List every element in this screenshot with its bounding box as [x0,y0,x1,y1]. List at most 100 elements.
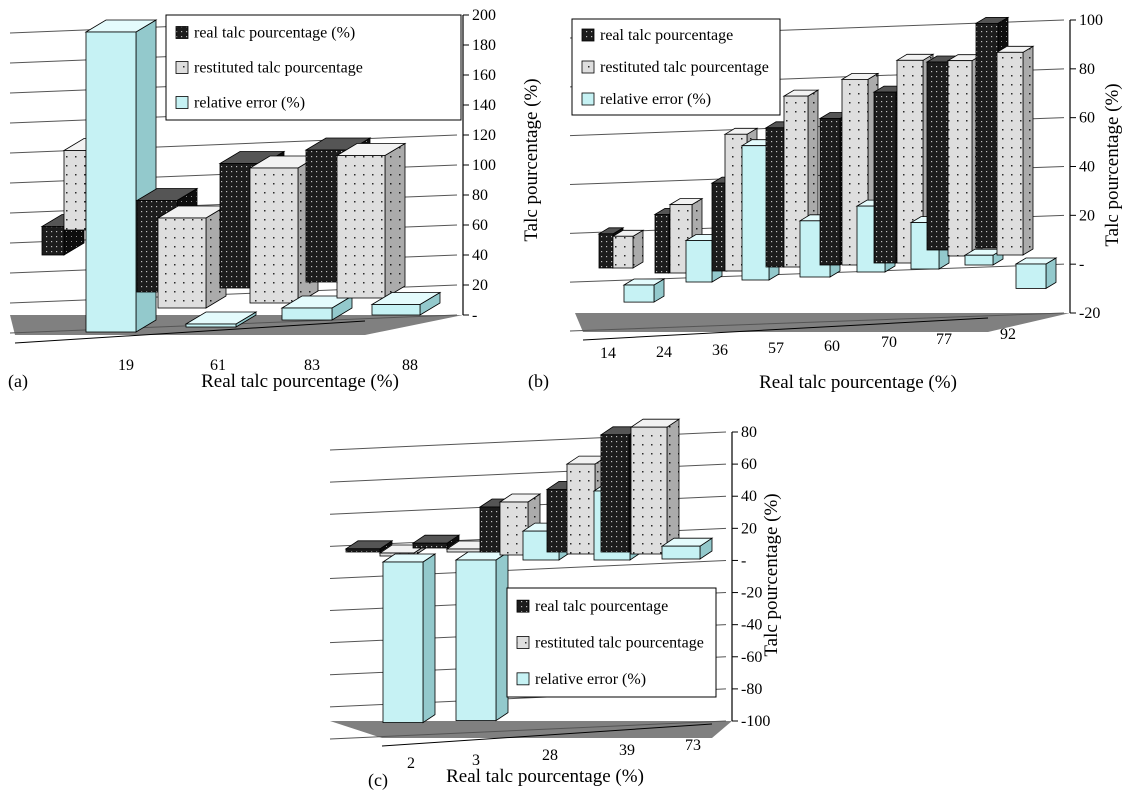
legend-box [506,587,717,698]
bars [344,418,714,724]
x-axis-title: Real talc pourcentage (%) [759,372,957,393]
bar-side-face [632,229,644,269]
bar-front-face [819,118,841,266]
legend-label-error: relative error (%) [194,95,305,112]
y-tick-label: -80 [741,681,762,698]
bar-front-face [249,167,299,304]
bar-front-face [371,304,421,316]
panel-label: (b) [528,371,549,392]
bar-front-face [630,426,668,555]
legend-box [165,14,462,121]
y-tick-label: 80 [741,424,757,441]
chart-panel-0: - 20 40 60 80 100 120 140 160 180 200 19 61 83 88Real … [8,7,542,392]
x-tick-labels: 2 3 28 39 73 [407,737,701,772]
bar-front-face [947,60,973,257]
bar-restituted-92 [995,45,1035,256]
y-tick-label: -100 [741,713,770,730]
bar-front-face [41,226,65,256]
y-tick-label: 20 [472,277,488,294]
legend-swatch-restituted [175,61,189,74]
bar-front-face [600,434,630,553]
x-axis-title: Real talc pourcentage (%) [201,371,399,392]
bar-front-face [185,323,237,328]
x-tick-label: 92 [1000,326,1016,343]
legend-swatch-real [581,28,595,42]
gridline [569,312,1065,332]
bar-front-face [996,51,1024,256]
x-tick-label: 57 [768,340,784,357]
bar-front-face [661,545,701,560]
x-tick-label: 77 [936,331,952,348]
x-axis-line [582,317,989,341]
y-tick-label: 20 [741,520,757,537]
bar-front-face [412,542,448,549]
legend-label-error: relative error (%) [600,91,711,108]
bar-error-92 [1014,257,1058,290]
x-axis-line [381,723,713,747]
bars [597,16,1058,303]
x-tick-label: 73 [685,737,701,754]
bar-front-face [345,548,381,553]
bar-front-face [765,127,785,268]
bar-front-face [479,506,503,553]
legend: real talc pourcentage restituted talc pou… [571,18,781,116]
y-tick-label: 200 [472,7,496,24]
x-tick-label: 28 [542,747,558,764]
x-tick-label: 39 [619,742,635,759]
bar-front-face [336,155,386,299]
legend-label-restituted: restituted talc pourcentage [535,635,704,652]
y-tick-label: 60 [1079,110,1095,127]
bar-front-face [546,488,570,553]
y-tick-label: -20 [741,585,762,602]
bar-front-face [598,233,614,269]
legend: real talc pourcentage (%) restituted talc… [165,14,462,121]
bar-front-face [623,284,655,303]
bar-front-face [63,150,87,231]
y-tick-label: 20 [1079,207,1095,224]
y-tick-label: 40 [472,247,488,264]
bar-front-face [654,213,670,274]
x-tick-label: 14 [600,345,616,362]
x-tick-label: 70 [881,334,897,351]
legend-swatch-real [516,599,530,613]
bar-front-face [281,307,333,321]
bar-side-face [1022,45,1034,256]
bar-restituted-14 [611,229,645,269]
legend-box [571,18,781,116]
bar-error-83 [280,295,354,321]
bar-front-face [926,61,950,251]
y-tick-label: 100 [472,157,496,174]
x-tick-label: 36 [712,342,728,359]
bar-front-face [873,91,897,264]
y-tick-label: 40 [741,488,757,505]
bar-front-face [1015,263,1047,289]
y-tick-label: 60 [741,456,757,473]
y-tick-label: 80 [472,187,488,204]
y-tick-label: 180 [472,37,496,54]
gridline [329,720,727,740]
bar-error-88 [370,291,442,316]
legend-label-restituted: restituted talc pourcentage [194,60,363,77]
bar-front-face [455,559,497,721]
y-tick-label: 140 [472,97,496,114]
y-tick-label: 100 [1079,12,1103,29]
legend-swatch-error [516,672,530,686]
y-tick-label: 80 [1079,61,1095,78]
bar-front-face [446,548,482,553]
x-tick-label: 60 [824,338,840,355]
bar-front-face [85,31,137,333]
bar-real-2 [344,540,394,553]
bar-front-face [685,240,713,283]
x-tick-label: 83 [304,357,320,374]
x-tick-label: 19 [118,357,134,374]
x-tick-label: 2 [407,755,415,772]
bar-front-face [612,235,634,269]
panel-label: (c) [368,770,388,791]
x-tick-labels: 14 24 36 57 60 70 77 92 [600,326,1016,362]
x-axis-line [14,320,366,344]
legend-swatch-real [175,26,189,39]
bar-side-face [666,418,680,555]
y-tick-label: 60 [472,217,488,234]
